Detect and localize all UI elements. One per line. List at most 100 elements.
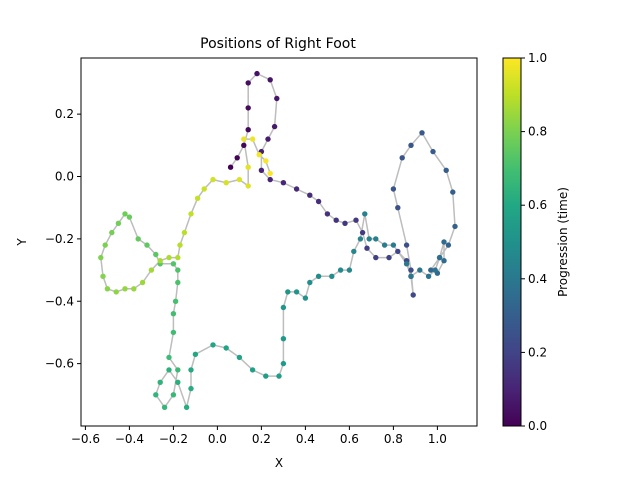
data-point [302,295,309,301]
data-point [115,220,122,226]
data-point [175,267,181,273]
data-point [362,211,368,217]
data-point [386,254,392,261]
data-point [166,367,172,373]
colorbar [502,57,522,427]
data-point [403,242,410,248]
data-point [258,167,265,173]
x-tick-label: 0.4 [296,432,315,446]
x-tick-label: 1.0 [428,432,447,446]
data-point [366,236,372,242]
data-point [267,77,273,83]
data-point [441,239,447,245]
data-point [329,273,335,279]
data-point [445,242,452,248]
data-point [122,211,128,217]
data-point [210,342,216,348]
data-point [351,248,357,255]
data-point [236,176,243,183]
y-tick-label: −0.2 [45,232,74,246]
data-point [192,351,199,357]
colorbar-tick-label: 0.4 [528,272,547,286]
data-point [166,254,172,261]
data-point [194,195,201,201]
data-point [181,229,188,236]
data-point [256,152,262,158]
data-point [98,254,104,261]
data-point [403,261,410,267]
data-point [175,379,181,385]
data-point [417,267,423,273]
data-point [177,242,183,248]
data-point [452,223,458,230]
data-point [113,289,119,295]
data-point [359,229,366,236]
data-point [285,289,291,295]
data-point [307,279,313,286]
data-point [430,148,436,155]
colorbar-tick-label: 0.0 [528,419,547,433]
data-point [265,136,271,142]
data-point [166,354,172,361]
data-point [245,127,251,133]
data-point [324,211,331,217]
data-point [175,254,181,261]
colorbar-tick-label: 0.2 [528,345,547,359]
data-point [337,267,344,273]
trajectory-line [100,72,456,410]
data-point [245,105,251,111]
data-point [245,80,251,86]
data-point [188,211,194,217]
data-point [342,220,348,226]
data-point [364,245,370,251]
data-point [144,242,150,248]
colorbar-axis: 0.0 0.2 0.4 0.6 0.8 1.0 [521,51,547,433]
x-tick-label: −0.6 [71,432,100,446]
plot-area [98,70,458,410]
data-point [293,186,300,192]
data-point [249,367,256,373]
chart-title: Positions of Right Foot [200,36,356,52]
data-point [280,360,287,367]
data-point [353,217,359,223]
y-axis: −0.6 −0.4 −0.2 0.0 0.2 [45,107,81,371]
data-point [201,186,207,192]
data-point [249,136,256,142]
y-tick-label: −0.6 [45,357,74,371]
data-point [410,292,416,298]
data-point [241,136,247,142]
data-point [333,217,339,223]
data-point [425,273,432,279]
data-point [276,373,282,379]
y-axis-label: Y [15,238,29,247]
y-tick-label: −0.4 [45,294,74,308]
data-point [408,267,414,273]
plot-frame [80,57,478,427]
data-point [210,176,216,183]
data-point [408,142,414,148]
colorbar-tick-label: 0.8 [528,125,547,139]
data-point [390,242,397,248]
data-point [170,329,177,336]
data-point [188,367,194,373]
data-point [271,123,278,130]
x-axis-label: X [275,456,283,470]
data-point [245,183,251,189]
data-point [236,354,243,361]
data-point [381,242,388,248]
data-point [399,155,405,161]
data-point [373,254,379,261]
data-point [131,286,137,292]
data-point [274,95,280,102]
data-point [307,192,313,198]
x-tick-label: 0.2 [252,432,271,446]
data-point [408,273,414,279]
data-point [315,198,322,205]
x-tick-label: 0.0 [208,432,227,446]
data-point [280,336,287,342]
data-point [122,286,128,292]
x-tick-label: −0.2 [159,432,188,446]
data-point [161,404,168,410]
